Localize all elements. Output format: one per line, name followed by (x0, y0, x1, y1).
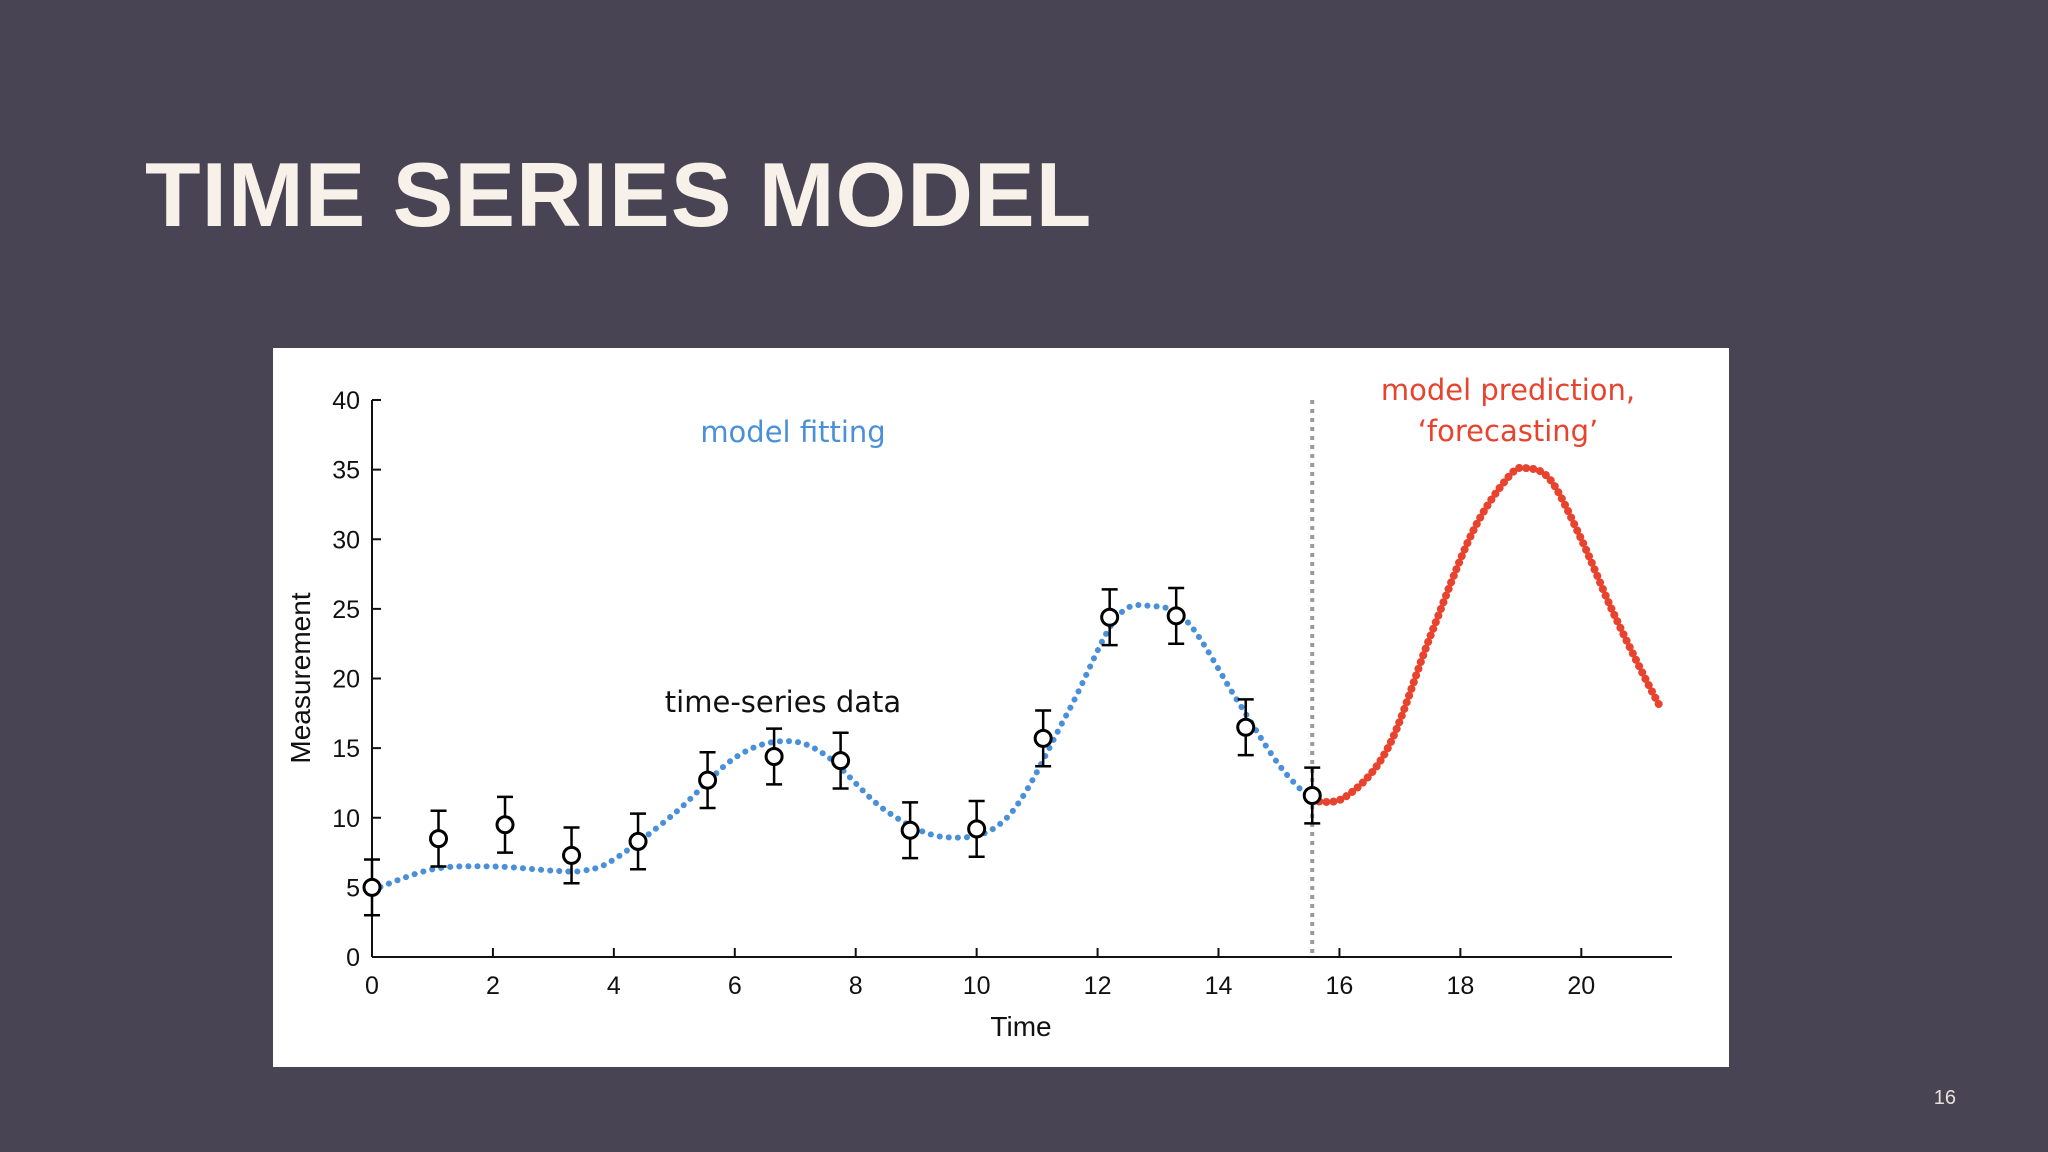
y-axis-label: Measurement (285, 592, 316, 763)
axes: 0 2 4 6 8 10 12 14 16 18 20 0 5 10 15 20 25 30 35 40 (332, 387, 1672, 1000)
y-tick-label: 35 (332, 457, 360, 485)
data-point (900, 801, 920, 860)
x-tick-label: 8 (849, 972, 863, 1000)
forecast-curve (1308, 463, 1664, 806)
x-tick-label: 12 (1084, 972, 1112, 1000)
time-series-chart: 0 2 4 6 8 10 12 14 16 18 20 0 5 10 15 20 25 30 35 40 Time M… (285, 373, 1672, 1042)
x-tick-label: 4 (607, 972, 621, 1000)
annotation-forecast-line2: ‘forecasting’ (1418, 414, 1599, 448)
data-point (495, 795, 515, 854)
annotation-time-series-data: time-series data (665, 685, 901, 719)
y-tick-label: 0 (346, 944, 360, 972)
y-tick-label: 25 (332, 596, 360, 624)
data-point (1100, 588, 1120, 647)
data-points (362, 586, 1322, 917)
y-tick-label: 15 (332, 735, 360, 763)
data-marker (495, 815, 515, 835)
data-point (831, 731, 851, 790)
data-point (1236, 698, 1256, 757)
data-marker (1236, 717, 1256, 737)
data-point (967, 799, 987, 858)
y-tick-label: 30 (332, 526, 360, 554)
data-marker (628, 831, 648, 851)
data-marker (831, 751, 851, 771)
data-point (562, 826, 582, 885)
data-marker (362, 877, 382, 897)
y-tick-label: 20 (332, 666, 360, 694)
data-marker (967, 819, 987, 839)
data-marker (1100, 607, 1120, 627)
data-point (429, 809, 449, 868)
x-tick-label: 6 (728, 972, 742, 1000)
x-tick-label: 2 (486, 972, 500, 1000)
data-point (1166, 586, 1186, 645)
x-tick-label: 10 (963, 972, 991, 1000)
data-marker (698, 770, 718, 790)
x-axis-label: Time (990, 1011, 1051, 1042)
y-tick-label: 40 (332, 387, 360, 415)
data-marker (764, 746, 784, 766)
data-marker (562, 845, 582, 865)
slide-title: TIME SERIES MODEL (145, 145, 1093, 246)
annotation-model-fitting: model fitting (700, 415, 885, 449)
data-point (1302, 766, 1322, 825)
data-point (362, 858, 382, 917)
x-tick-label: 16 (1326, 972, 1354, 1000)
model-fit-curve (369, 602, 1316, 894)
x-tick-label: 18 (1446, 972, 1474, 1000)
curves (369, 463, 1664, 894)
x-tick-label: 14 (1205, 972, 1233, 1000)
y-tick-label: 5 (346, 874, 360, 902)
data-point (628, 812, 648, 871)
data-marker (429, 829, 449, 849)
page-number: 16 (1933, 1087, 1956, 1109)
annotation-forecast-line1: model prediction, (1381, 373, 1635, 407)
data-point (1033, 709, 1053, 768)
data-point (764, 727, 784, 786)
x-tick-label: 20 (1567, 972, 1595, 1000)
x-tick-label: 0 (365, 972, 379, 1000)
y-tick-label: 10 (332, 805, 360, 833)
data-point (698, 751, 718, 810)
chart-figure: 0 2 4 6 8 10 12 14 16 18 20 0 5 10 15 20 25 30 35 40 Time M… (273, 348, 1729, 1067)
data-marker (1033, 728, 1053, 748)
data-marker (1166, 606, 1186, 626)
data-marker (1302, 785, 1322, 805)
data-marker (900, 820, 920, 840)
